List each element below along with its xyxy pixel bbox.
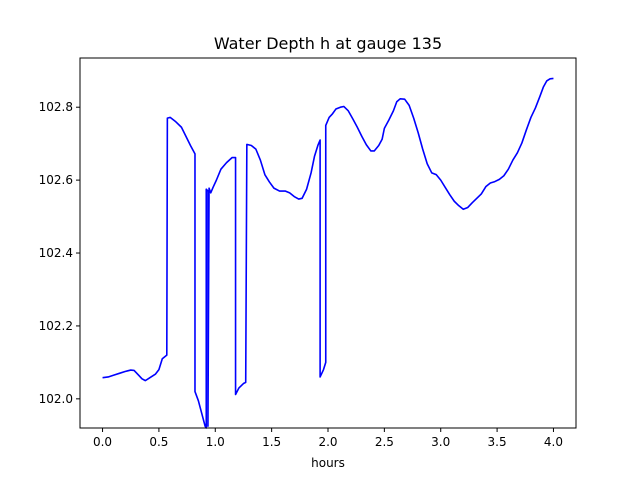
y-tick-label: 102.8 xyxy=(39,100,73,114)
x-tick-label: 1.5 xyxy=(262,435,281,449)
x-tick-label: 2.5 xyxy=(375,435,394,449)
plot-area xyxy=(102,77,554,429)
x-tick-label: 4.0 xyxy=(544,435,563,449)
x-axis-label: hours xyxy=(311,456,345,470)
y-axis-ticks: 102.0 102.2 102.4 102.6 102.8 xyxy=(39,100,80,406)
x-tick-label: 2.0 xyxy=(318,435,337,449)
x-axis-ticks: 0.0 0.5 1.0 1.5 2.0 2.5 3.0 3.5 4.0 xyxy=(93,428,563,449)
x-tick-label: 3.0 xyxy=(431,435,450,449)
y-tick-label: 102.4 xyxy=(39,246,73,260)
y-tick-label: 102.2 xyxy=(39,319,73,333)
y-tick-label: 102.6 xyxy=(39,173,73,187)
x-tick-label: 1.0 xyxy=(206,435,225,449)
x-tick-label: 3.5 xyxy=(488,435,507,449)
x-tick-label: 0.5 xyxy=(149,435,168,449)
series-line xyxy=(102,77,554,429)
axes-frame xyxy=(79,57,577,429)
chart-title: Water Depth h at gauge 135 xyxy=(214,34,442,53)
y-tick-label: 102.0 xyxy=(39,392,73,406)
x-tick-label: 0.0 xyxy=(93,435,112,449)
